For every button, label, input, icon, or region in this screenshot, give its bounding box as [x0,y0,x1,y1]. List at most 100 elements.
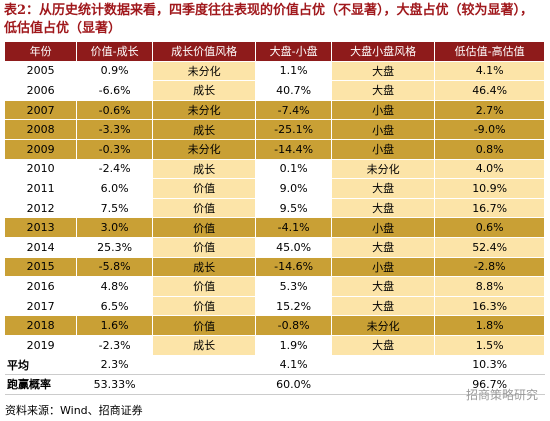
title: 表2：从历史统计数据来看，四季度往往表现的价值占优（不显著），大盘占优（较为显著… [4,3,534,36]
cell: 6.0% [76,178,153,199]
cell: 2018 [5,315,78,336]
cell: 2013 [5,217,78,238]
cell: 0.6% [434,217,545,238]
cell: -2.3% [76,335,153,356]
cell: -14.6% [255,257,332,278]
cell: 9.5% [255,198,332,219]
row: 2018 1.6% 价值 -0.8% 未分化 1.8% [5,315,545,336]
cell: 2017 [5,296,78,317]
cell: 16.7% [434,198,545,219]
cell: 2012 [5,198,78,219]
cell: 45.0% [255,237,332,258]
cell: -7.4% [255,100,332,121]
cell: 2014 [5,237,78,258]
cell: 1.6% [76,315,153,336]
cell: -4.1% [255,217,332,238]
cell: -0.6% [76,100,153,121]
cell: 96.7% [434,374,545,395]
column-header: 大盘-小盘 [255,42,332,62]
cell: 2009 [5,139,78,160]
cell: -3.3% [76,119,153,140]
cell: 价值 [152,178,257,199]
column-header: 成长价值风格 [152,42,257,62]
column-header: 年份 [5,42,78,62]
cell [331,355,436,376]
source: 资料来源：Wind、招商证券 [5,404,143,417]
cell: 未分化 [152,100,257,121]
cell: -6.6% [76,80,153,101]
column-header: 低估值-高估值 [434,42,545,62]
row: 2005 0.9% 未分化 1.1% 大盘 4.1% [5,61,545,82]
cell: 1.9% [255,335,332,356]
cell: 大盘 [331,335,436,356]
cell: 2019 [5,335,78,356]
cell: 小盘 [331,100,436,121]
cell: 2015 [5,257,78,278]
cell: 0.9% [76,61,153,82]
cell [331,374,436,395]
cell: 2.3% [76,355,153,376]
cell: 46.4% [434,80,545,101]
cell: -0.3% [76,139,153,160]
cell: 9.0% [255,178,332,199]
cell: 7.5% [76,198,153,219]
cell: 大盘 [331,178,436,199]
cell: 价值 [152,198,257,219]
row: 2008 -3.3% 成长 -25.1% 小盘 -9.0% [5,119,545,140]
cell: 4.1% [434,61,545,82]
cell: -9.0% [434,119,545,140]
cell: 大盘 [331,80,436,101]
cell: 价值 [152,296,257,317]
cell: 成长 [152,159,257,180]
cell: 15.2% [255,296,332,317]
cell: 4.1% [255,355,332,376]
cell: 25.3% [76,237,153,258]
cell: 成长 [152,80,257,101]
cell: 未分化 [152,139,257,160]
cell: 16.3% [434,296,545,317]
cell: -25.1% [255,119,332,140]
row: 2014 25.3% 价值 45.0% 大盘 52.4% [5,237,545,258]
cell: 价值 [152,237,257,258]
cell: 小盘 [331,257,436,278]
cell: 8.8% [434,276,545,297]
cell: 2005 [5,61,78,82]
column-header: 大盘小盘风格 [331,42,436,62]
cell: 1.1% [255,61,332,82]
row: 2019 -2.3% 成长 1.9% 大盘 1.5% [5,335,545,356]
cell [152,374,257,395]
cell: 2007 [5,100,78,121]
cell [152,355,257,376]
row: 2007 -0.6% 未分化 -7.4% 小盘 2.7% [5,100,545,121]
cell: 2016 [5,276,78,297]
summary-row: 跑赢概率 53.33% 60.0% 96.7% [5,374,545,395]
cell: 2008 [5,119,78,140]
cell: 大盘 [331,61,436,82]
cell: 未分化 [331,159,436,180]
cell: 0.8% [434,139,545,160]
cell: -0.8% [255,315,332,336]
row: 2011 6.0% 价值 9.0% 大盘 10.9% [5,178,545,199]
cell: 52.4% [434,237,545,258]
cell: -5.8% [76,257,153,278]
cell: 大盘 [331,276,436,297]
cell: 未分化 [152,61,257,82]
row: 2010 -2.4% 成长 0.1% 未分化 4.0% [5,159,545,180]
summary-row: 平均 2.3% 4.1% 10.3% [5,355,545,376]
cell: 平均 [5,355,78,376]
cell: 2011 [5,178,78,199]
header-row: 年份 价值-成长 成长价值风格 大盘-小盘 大盘小盘风格 低估值-高估值 [5,42,545,62]
cell: 大盘 [331,296,436,317]
table: 年份 价值-成长 成长价值风格 大盘-小盘 大盘小盘风格 低估值-高估值 2005 0.9% 未… [5,42,545,395]
cell: 40.7% [255,80,332,101]
cell: 成长 [152,119,257,140]
cell: 1.8% [434,315,545,336]
row: 2016 4.8% 价值 5.3% 大盘 8.8% [5,276,545,297]
cell: 小盘 [331,139,436,160]
cell: 2006 [5,80,78,101]
row: 2017 6.5% 价值 15.2% 大盘 16.3% [5,296,545,317]
cell: 60.0% [255,374,332,395]
cell: 价值 [152,276,257,297]
cell: 4.0% [434,159,545,180]
row: 2006 -6.6% 成长 40.7% 大盘 46.4% [5,80,545,101]
